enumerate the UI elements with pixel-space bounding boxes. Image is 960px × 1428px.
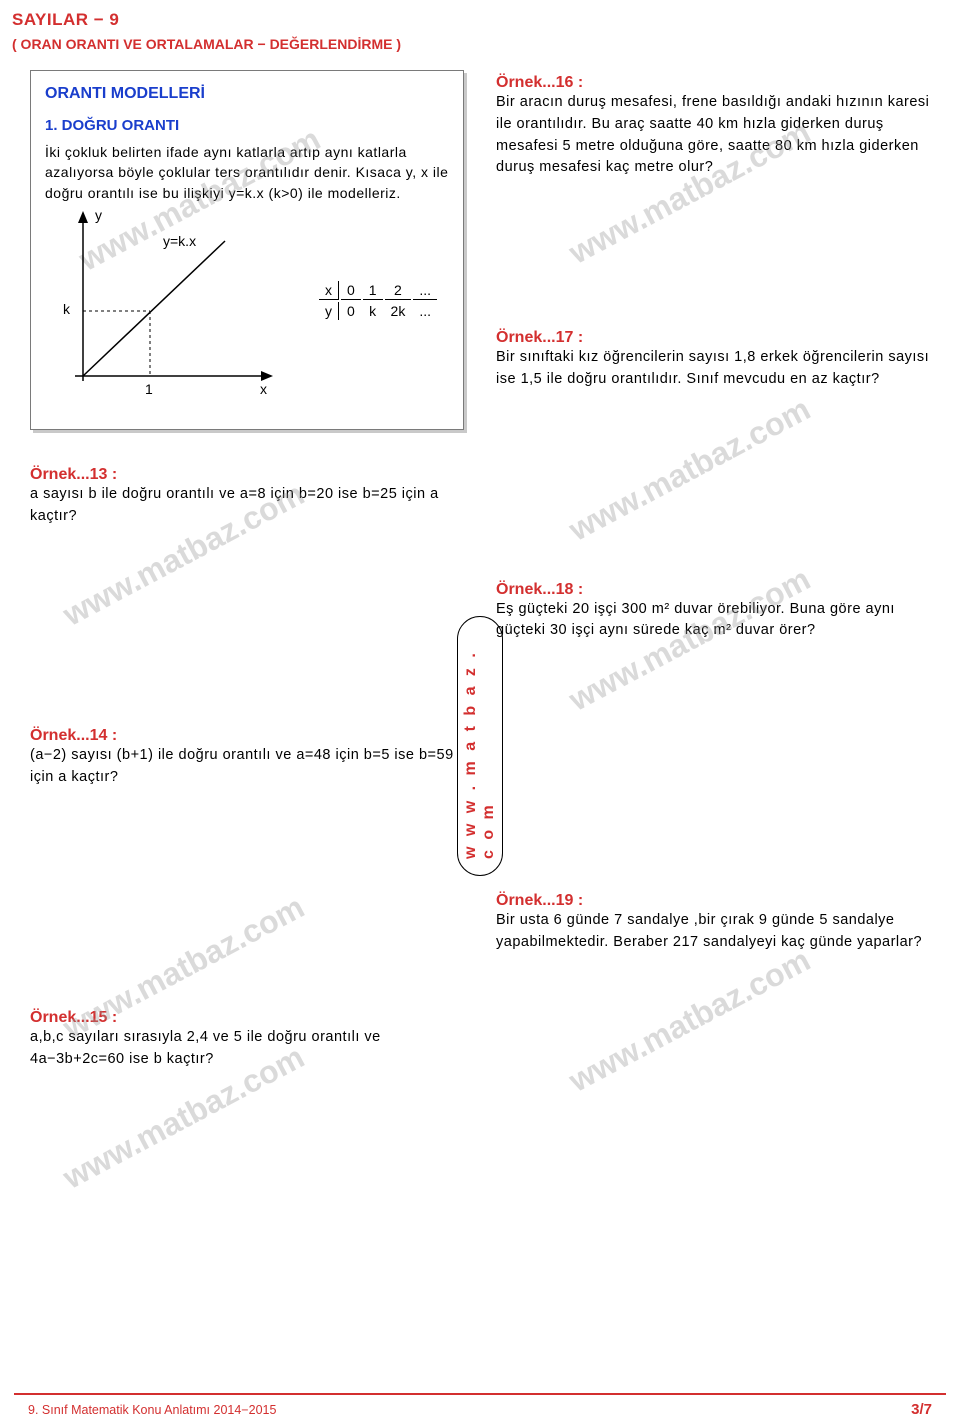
left-column: ORANTI MODELLERİ 1. DOĞRU ORANTI İki çok… <box>14 70 480 1356</box>
example-title: Örnek...17 : <box>496 329 583 346</box>
box-text: İki çokluk belirten ifade aynı katlarla … <box>45 142 449 203</box>
line-label: y=k.x <box>163 233 196 249</box>
table-cell: 1 <box>363 281 383 300</box>
y-axis-label: y <box>95 207 102 223</box>
example-17: Örnek...17 : Bir sınıftaki kız öğrencile… <box>496 329 930 391</box>
example-14: Örnek...14 : (a−2) sayısı (b+1) ile doğr… <box>30 727 464 789</box>
x-axis-label: x <box>260 381 267 397</box>
example-title: Örnek...16 : <box>496 74 583 91</box>
page-subtitle: ( ORAN ORANTI VE ORTALAMALAR − DEĞERLEND… <box>12 36 948 52</box>
box-subtitle: 1. DOĞRU ORANTI <box>45 117 449 134</box>
right-column: Örnek...16 : Bir aracın duruş mesafesi, … <box>480 70 946 1356</box>
watermark: www.matbaz.com <box>563 941 816 1099</box>
example-13: Örnek...13 : a sayısı b ile doğru orantı… <box>30 466 464 528</box>
page-footer: 9. Sınıf Matematik Konu Anlatımı 2014−20… <box>14 1393 946 1428</box>
example-title: Örnek...14 : <box>30 727 117 744</box>
example-text: Eş güçteki 20 işçi 300 m² duvar örebiliy… <box>496 599 930 643</box>
table-cell: k <box>363 302 383 320</box>
example-text: a,b,c sayıları sırasıyla 2,4 ve 5 ile do… <box>30 1027 464 1071</box>
table-cell: 0 <box>341 281 361 300</box>
page-header: SAYILAR − 9 ( ORAN ORANTI VE ORTALAMALAR… <box>0 0 960 56</box>
example-text: Bir sınıftaki kız öğrencilerin sayısı 1,… <box>496 347 930 391</box>
box-title: ORANTI MODELLERİ <box>45 85 449 103</box>
table-cell: ... <box>413 281 437 300</box>
graph: y y=k.x k 1 x x 0 1 2 ... y 0 <box>45 211 449 411</box>
example-text: a sayısı b ile doğru orantılı ve a=8 içi… <box>30 484 464 528</box>
graph-table: x 0 1 2 ... y 0 k 2k ... <box>317 279 439 322</box>
table-cell: ... <box>413 302 437 320</box>
page-title: SAYILAR − 9 <box>12 10 948 30</box>
footer-right: 3/7 <box>911 1401 932 1418</box>
example-19: Örnek...19 : Bir usta 6 günde 7 sandalye… <box>496 892 930 954</box>
concept-box: ORANTI MODELLERİ 1. DOĞRU ORANTI İki çok… <box>30 70 464 430</box>
example-title: Örnek...19 : <box>496 892 583 909</box>
footer-left: 9. Sınıf Matematik Konu Anlatımı 2014−20… <box>28 1403 276 1417</box>
table-cell: x <box>319 281 339 300</box>
table-cell: 2 <box>385 281 412 300</box>
k-label: k <box>63 301 70 317</box>
example-text: Bir aracın duruş mesafesi, frene basıldı… <box>496 92 930 179</box>
table-cell: 0 <box>341 302 361 320</box>
table-cell: y <box>319 302 339 320</box>
example-title: Örnek...15 : <box>30 1009 117 1026</box>
example-text: (a−2) sayısı (b+1) ile doğru orantılı ve… <box>30 745 464 789</box>
table-cell: 2k <box>385 302 412 320</box>
example-16: Örnek...16 : Bir aracın duruş mesafesi, … <box>496 74 930 179</box>
example-18: Örnek...18 : Eş güçteki 20 işçi 300 m² d… <box>496 581 930 643</box>
example-text: Bir usta 6 günde 7 sandalye ,bir çırak 9… <box>496 910 930 954</box>
example-15: Örnek...15 : a,b,c sayıları sırasıyla 2,… <box>30 1009 464 1071</box>
one-label: 1 <box>145 381 153 397</box>
watermark: www.matbaz.com <box>563 390 816 548</box>
example-title: Örnek...13 : <box>30 466 117 483</box>
content-area: ORANTI MODELLERİ 1. DOĞRU ORANTI İki çok… <box>0 56 960 1356</box>
example-title: Örnek...18 : <box>496 581 583 598</box>
